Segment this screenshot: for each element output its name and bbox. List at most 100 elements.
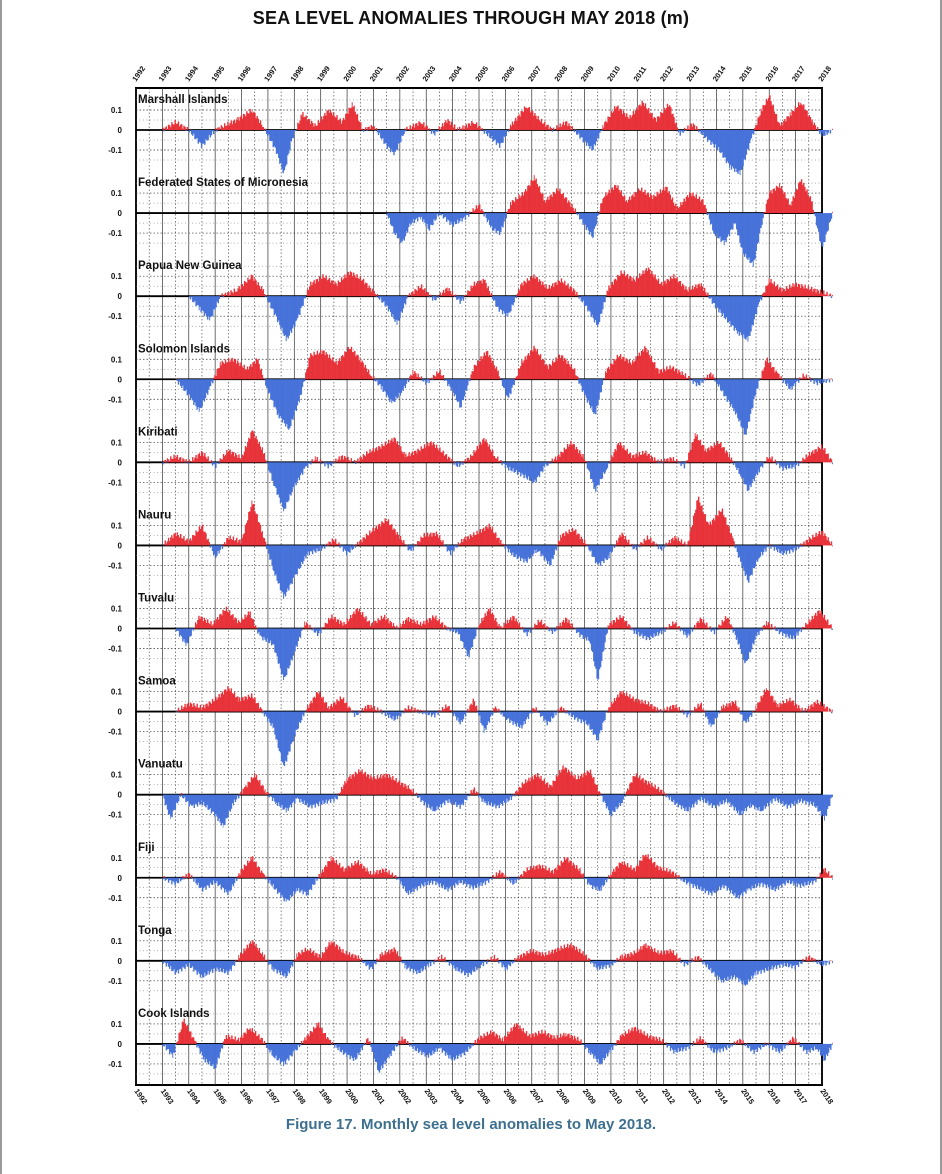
anomaly-bar [441,706,444,712]
anomaly-bar [223,542,226,546]
anomaly-bar [592,379,594,413]
anomaly-bar [761,111,763,130]
anomaly-bar [784,703,787,712]
anomaly-bar [759,213,762,229]
anomaly-bar [535,462,537,483]
anomaly-bar [205,379,208,393]
anomaly-bar [318,694,320,712]
anomaly-bar [589,711,591,730]
anomaly-bar [798,705,800,712]
anomaly-bar [580,536,582,546]
anomaly-bar [181,628,183,637]
anomaly-bar [191,628,194,630]
anomaly-bar [199,130,202,143]
anomaly-bar [566,710,568,712]
anomaly-bar [216,369,218,380]
anomaly-bar [550,545,552,566]
anomaly-bar [477,360,479,380]
anomaly-bar [341,455,344,463]
anomaly-bar [236,794,239,796]
anomaly-bar [556,284,558,297]
anomaly-bar [349,707,351,712]
anomaly-bar [398,379,400,393]
anomaly-bar [568,123,570,130]
anomaly-bar [453,124,456,130]
anomaly-bar [689,125,691,130]
anomaly-bar [593,628,595,662]
anomaly-bar [268,545,270,554]
anomaly-bar [583,379,585,395]
anomaly-bar [184,794,186,797]
anomaly-bar [495,296,497,307]
anomaly-bar [340,356,343,380]
anomaly-bar [544,623,546,629]
anomaly-bar [414,707,416,712]
anomaly-bar [830,296,833,299]
anomaly-bar [828,459,830,463]
anomaly-bar [264,128,267,130]
anomaly-bar [742,711,745,721]
anomaly-bar [210,130,213,136]
anomaly-bar [614,544,617,546]
anomaly-bar [468,213,470,217]
anomaly-bar [707,213,710,215]
anomaly-bar [757,213,760,243]
anomaly-bar [648,453,650,463]
anomaly-bar [261,374,264,380]
anomaly-bar [175,123,177,130]
anomaly-bar [636,193,639,214]
anomaly-bar [364,618,366,629]
anomaly-bar [262,785,264,795]
anomaly-bar [433,296,435,298]
anomaly-bar [715,711,717,719]
anomaly-bar [246,111,248,130]
anomaly-bar [298,545,301,570]
anomaly-bar [595,711,598,741]
anomaly-bar [218,619,220,629]
anomaly-bar [261,290,263,297]
anomaly-bar [640,106,642,130]
anomaly-bar [362,454,365,463]
anomaly-bar [366,621,368,629]
anomaly-bar [225,689,227,712]
anomaly-bar [562,708,565,712]
anomaly-bar [594,379,596,413]
anomaly-bar [534,113,536,130]
anomaly-bar [605,462,608,470]
anomaly-bar [461,711,464,722]
anomaly-bar [727,379,730,400]
anomaly-bar [825,707,827,712]
anomaly-bar [187,543,190,546]
anomaly-bar [440,126,443,130]
anomaly-bar [488,213,491,225]
anomaly-bar [599,628,602,668]
anomaly-bar [335,621,338,629]
anomaly-bar [378,620,380,629]
anomaly-bar [830,213,833,219]
anomaly-bar [726,524,728,546]
anomaly-bar [579,711,581,720]
anomaly-bar [718,379,721,385]
anomaly-bar [644,346,646,380]
anomaly-bar [558,127,560,130]
anomaly-bar [756,462,759,476]
anomaly-bar [705,377,708,380]
anomaly-bar [733,703,736,712]
anomaly-bar [814,288,816,297]
anomaly-bar [311,354,313,380]
anomaly-bar [224,292,227,297]
anomaly-bar [596,628,598,679]
anomaly-bar [258,285,261,297]
anomaly-bar [825,294,827,297]
anomaly-bar [697,500,699,546]
anomaly-bar [652,274,654,297]
anomaly-bar [168,794,171,815]
anomaly-bar [604,196,606,214]
anomaly-bar [421,379,424,382]
anomaly-bar [660,192,663,214]
anomaly-bar [299,545,302,568]
anomaly-bar [223,456,226,463]
anomaly-bar [463,129,465,130]
anomaly-bar [513,296,515,303]
anomaly-bar [284,794,287,808]
